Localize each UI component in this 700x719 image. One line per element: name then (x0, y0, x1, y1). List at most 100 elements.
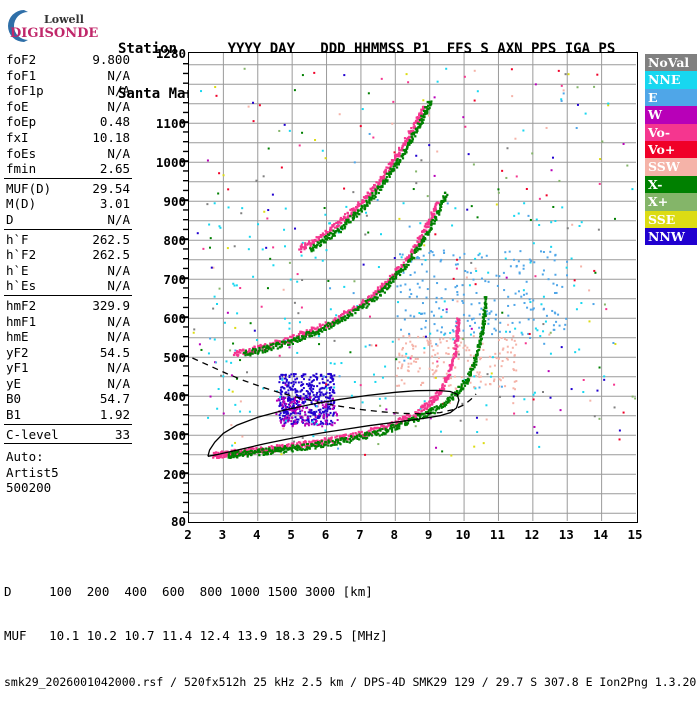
ionogram-plot[interactable] (188, 52, 638, 523)
trace-profile (207, 389, 460, 457)
logo-brand-bottom: DIGISONDE (10, 26, 98, 41)
param-row: h`E N/A (4, 263, 132, 279)
y-tick-label: 1000 (155, 155, 186, 171)
param-row: yF2 54.5 (4, 345, 132, 361)
x-axis-labels: 2 3 4 5 6 7 8 9 10 11 12 13 14 15 (150, 527, 690, 547)
legend-item-nnw[interactable]: NNW (645, 227, 697, 246)
logo-arc-icon (8, 10, 28, 42)
param-value: N/A (107, 67, 130, 83)
x-tick-label: 8 (390, 527, 399, 542)
y-tick-label: 500 (163, 350, 186, 366)
param-row: B1 1.92 (4, 407, 132, 423)
y-tick-label: 1280 (155, 46, 186, 61)
param-value: N/A (107, 360, 130, 376)
param-key: h`F2 (6, 247, 37, 263)
legend-item-sse[interactable]: SSE (645, 210, 697, 228)
y-tick-label: 1100 (155, 116, 186, 132)
param-value: N/A (107, 375, 130, 391)
x-tick-label: 11 (489, 527, 505, 542)
param-key: foEs (6, 145, 37, 161)
legend-item-x-[interactable]: X- (645, 175, 697, 194)
param-row: h`Es N/A (4, 278, 132, 294)
legend-item-vo-[interactable]: Vo+ (645, 140, 697, 159)
y-tick-label: 80 (170, 514, 186, 529)
footer-distance-row: D 100 200 400 600 800 1000 1500 3000 [km… (4, 584, 373, 599)
legend-item-x-[interactable]: X+ (645, 193, 697, 211)
param-key: D (6, 211, 14, 227)
param-key: yE (6, 375, 22, 391)
auto-scaler-info: Auto: Artist5 500200 (4, 446, 132, 496)
param-value: 262.5 (92, 247, 130, 263)
param-key: B1 (6, 407, 22, 423)
legend-item-nne[interactable]: NNE (645, 71, 697, 89)
param-key: foF1p (6, 83, 44, 99)
auto-line: 500200 (6, 480, 52, 496)
legend-item-e[interactable]: E (645, 88, 697, 107)
y-tick-label: 800 (163, 233, 186, 249)
legend-item-vo-[interactable]: Vo- (645, 123, 697, 141)
param-key: hmF2 (6, 297, 37, 313)
y-tick-label: 400 (163, 389, 186, 405)
data-traces (192, 100, 488, 459)
param-group: hmF2 329.9 hmF1 N/A hmE N/A yF2 54.5 yF1 N/A yE N/A… (4, 298, 132, 425)
param-row: h`F 262.5 (4, 232, 132, 248)
mode-legend: NoVal NNE E W Vo- Vo+ SSW X- X+ SSE NNW (645, 54, 697, 246)
param-key: foEp (6, 114, 37, 130)
param-row: M(D) 3.01 (4, 196, 132, 212)
param-row: D N/A (4, 212, 132, 228)
param-value: 262.5 (92, 231, 130, 247)
param-value: N/A (107, 278, 130, 294)
x-tick-label: 5 (287, 527, 295, 542)
x-tick-label: 15 (627, 527, 643, 542)
param-row: h`F2 262.5 (4, 247, 132, 263)
logo-graphic: Lowell DIGISONDE (8, 10, 98, 42)
legend-item-ssw[interactable]: SSW (645, 158, 697, 176)
x-tick-label: 4 (253, 527, 261, 542)
footer: D 100 200 400 600 800 1000 1500 3000 [km… (4, 556, 698, 719)
param-row: foF1 N/A (4, 68, 132, 84)
x-tick-label: 6 (321, 527, 330, 542)
param-key: foF1 (6, 67, 37, 83)
legend-item-w[interactable]: W (645, 106, 697, 124)
legend-item-noval[interactable]: NoVal (645, 54, 697, 72)
param-row: yF1 N/A (4, 360, 132, 376)
param-value: N/A (107, 211, 130, 227)
param-row: hmF2 329.9 (4, 298, 132, 314)
param-row: foF1p N/A (4, 83, 132, 99)
param-value: 0.48 (99, 114, 130, 130)
param-value: 329.9 (92, 297, 130, 313)
param-row: MUF(D) 29.54 (4, 181, 132, 197)
logo-brand-top: Lowell (44, 13, 84, 26)
param-value: N/A (107, 83, 130, 99)
param-row: foE N/A (4, 99, 132, 115)
x-tick-label: 3 (218, 527, 227, 542)
param-value: 3.01 (99, 196, 130, 212)
param-group: C-level 33 (4, 427, 132, 445)
param-key: hmF1 (6, 313, 37, 329)
param-key: yF2 (6, 344, 29, 360)
param-value: 29.54 (92, 180, 130, 196)
y-tick-label: 700 (163, 272, 186, 288)
param-value: N/A (107, 145, 130, 161)
param-row: B0 54.7 (4, 391, 132, 407)
param-key: foF2 (6, 52, 37, 67)
footer-file-info: smk29_2026001042000.rsf / 520fx512h 25 k… (4, 675, 697, 689)
param-value: N/A (107, 262, 130, 278)
y-tick-label: 300 (163, 428, 186, 444)
parameter-panel: foF2 9.800 foF1 N/A foF1p N/A foE N/A foEp 0.48 fx… (4, 52, 132, 496)
param-key: hmE (6, 329, 29, 345)
param-row: fmin 2.65 (4, 161, 132, 177)
trace-dashed (192, 357, 477, 415)
x-tick-label: 12 (524, 527, 540, 542)
param-group: h`F 262.5 h`F2 262.5 h`E N/A h`Es N/A (4, 232, 132, 296)
x-tick-label: 13 (558, 527, 574, 542)
ionogram-page: Lowell DIGISONDE Station YYYY DAY DDD HH… (4, 10, 697, 689)
param-group: foF2 9.800 foF1 N/A foF1p N/A foE N/A foEp 0.48 fx… (4, 52, 132, 179)
y-tick-label: 900 (163, 194, 186, 210)
x-tick-label: 14 (593, 527, 609, 542)
param-value: 9.800 (92, 52, 130, 67)
grid-lines (189, 53, 636, 521)
param-value: 33 (114, 426, 130, 442)
param-value: 10.18 (92, 129, 130, 145)
param-row: foEs N/A (4, 146, 132, 162)
